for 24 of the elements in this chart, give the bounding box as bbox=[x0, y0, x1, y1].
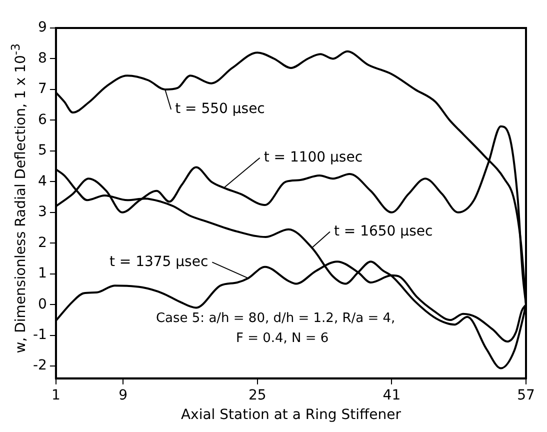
annotation: Case 5: a/h = 80, d/h = 1.2, R/a = 4, bbox=[156, 310, 396, 326]
x-tick-label: 9 bbox=[118, 387, 128, 404]
y-tick-label: -1 bbox=[32, 327, 47, 344]
y-tick-label: 7 bbox=[38, 81, 47, 98]
series-label: t = 1375 μsec bbox=[109, 254, 208, 270]
y-tick-label: 6 bbox=[38, 112, 48, 128]
annotation: F = 0.4, N = 6 bbox=[236, 330, 329, 346]
series-label: t = 1100 μsec bbox=[264, 149, 363, 166]
legend-label: t = 1650 μsec bbox=[334, 223, 433, 240]
y-tick-label: 1 bbox=[38, 266, 47, 282]
y-tick-label: 3 bbox=[38, 204, 47, 220]
y-tick-label: 8 bbox=[38, 50, 47, 66]
x-tick-label: 57 bbox=[517, 387, 535, 404]
y-tick-label: 9 bbox=[38, 20, 47, 36]
x-tick-label: 41 bbox=[382, 387, 401, 404]
legend-label: t = 550 μsec bbox=[175, 101, 265, 118]
x-tick-label: 1 bbox=[52, 387, 60, 404]
y-tick-label: 5 bbox=[38, 142, 47, 159]
y-tick-label: 0 bbox=[38, 296, 47, 312]
y-tick-label: 2 bbox=[38, 234, 47, 251]
x-tick-label: 25 bbox=[248, 387, 266, 404]
x-axis-title: Axial Station at a Ring Stiffener bbox=[180, 407, 402, 424]
y-tick-label: 4 bbox=[38, 173, 48, 190]
y-tick-label: -2 bbox=[32, 358, 47, 374]
